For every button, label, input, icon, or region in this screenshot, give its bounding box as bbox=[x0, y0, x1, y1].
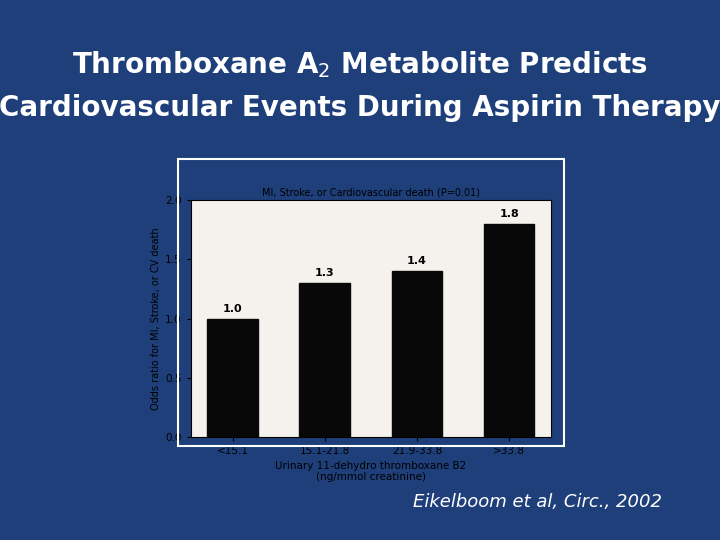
Bar bbox=[484, 224, 534, 437]
Text: 1.0: 1.0 bbox=[222, 304, 243, 314]
Bar bbox=[300, 283, 350, 437]
Bar bbox=[392, 271, 442, 437]
Text: Cardiovascular Events During Aspirin Therapy: Cardiovascular Events During Aspirin The… bbox=[0, 94, 720, 122]
Text: Thromboxane A$_2$ Metabolite Predicts: Thromboxane A$_2$ Metabolite Predicts bbox=[72, 49, 648, 80]
Text: 1.8: 1.8 bbox=[499, 209, 519, 219]
Text: Eikelboom et al, Circ., 2002: Eikelboom et al, Circ., 2002 bbox=[413, 493, 662, 511]
Text: 1.4: 1.4 bbox=[407, 256, 427, 266]
X-axis label: Urinary 11-dehydro thromboxane B2
(ng/mmol creatinine): Urinary 11-dehydro thromboxane B2 (ng/mm… bbox=[275, 461, 467, 482]
Title: MI, Stroke, or Cardiovascular death (P=0.01): MI, Stroke, or Cardiovascular death (P=0… bbox=[262, 187, 480, 198]
Y-axis label: Odds ratio for MI, Stroke, or CV death: Odds ratio for MI, Stroke, or CV death bbox=[151, 227, 161, 410]
Text: 1.3: 1.3 bbox=[315, 268, 335, 278]
Bar bbox=[207, 319, 258, 437]
